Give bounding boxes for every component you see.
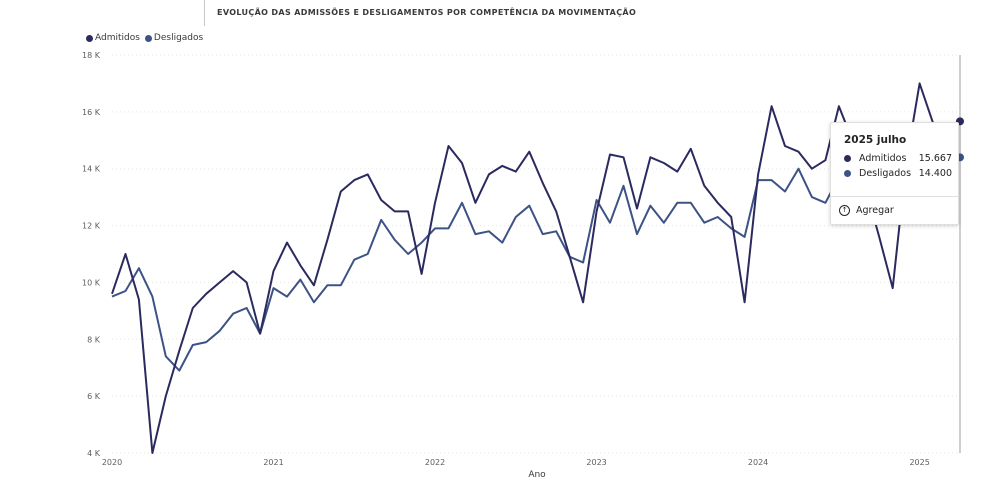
y-tick-label: 12 K — [82, 222, 101, 231]
tooltip-dot-desligados — [844, 170, 851, 177]
x-axis-title: Ano — [528, 470, 546, 480]
tooltip-divider — [831, 196, 958, 197]
arrow-up-circle-icon: ↑ — [839, 205, 850, 216]
tooltip-label-desligados: Desligados — [859, 168, 912, 179]
tooltip-label-admitidos: Admitidos — [859, 153, 907, 164]
tooltip: 2025 julho Admitidos 15.667 Desligados 1… — [830, 122, 959, 225]
agregar-button[interactable]: ↑ Agregar — [839, 205, 894, 216]
x-tick-label: 2024 — [748, 458, 768, 467]
tooltip-value-desligados: 14.400 — [918, 168, 952, 179]
y-tick-label: 8 K — [87, 335, 101, 344]
y-tick-label: 6 K — [87, 392, 101, 401]
y-tick-label: 18 K — [82, 51, 101, 60]
y-tick-label: 10 K — [82, 278, 101, 287]
x-tick-label: 2022 — [425, 458, 445, 467]
chart-title: EVOLUÇÃO DAS ADMISSÕES E DESLIGAMENTOS P… — [217, 8, 637, 17]
agregar-label: Agregar — [856, 205, 894, 216]
x-tick-label: 2020 — [102, 458, 122, 467]
series-line-admitidos — [111, 82, 961, 454]
legend-label-admitidos: Admitidos — [95, 33, 140, 43]
tooltip-dot-admitidos — [844, 155, 851, 162]
series-line-desligados — [111, 142, 961, 372]
tooltip-value-admitidos: 15.667 — [918, 153, 952, 164]
legend-item-admitidos[interactable]: Admitidos — [86, 33, 140, 43]
legend-dot-desligados — [144, 34, 152, 42]
title-divider — [204, 0, 205, 26]
legend: Admitidos Desligados — [86, 33, 208, 43]
legend-label-desligados: Desligados — [153, 33, 204, 43]
tooltip-row-admitidos: Admitidos 15.667 — [844, 153, 952, 164]
x-tick-label: 2025 — [909, 458, 929, 467]
x-tick-label: 2021 — [263, 458, 283, 467]
tooltip-header: 2025 julho — [844, 134, 907, 146]
y-tick-label: 4 K — [87, 449, 101, 458]
legend-dot-admitidos — [86, 34, 93, 42]
y-tick-label: 14 K — [82, 165, 101, 174]
legend-item-desligados[interactable]: Desligados — [144, 33, 204, 43]
y-tick-label: 16 K — [82, 108, 101, 117]
tooltip-row-desligados: Desligados 14.400 — [844, 168, 952, 179]
x-tick-label: 2023 — [586, 458, 606, 467]
